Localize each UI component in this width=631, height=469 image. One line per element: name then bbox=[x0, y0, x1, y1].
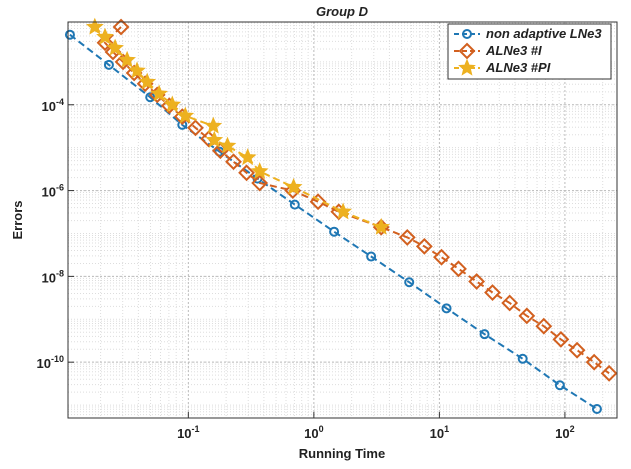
marker bbox=[468, 273, 486, 290]
marker bbox=[329, 226, 340, 237]
marker bbox=[112, 18, 130, 36]
marker bbox=[145, 92, 156, 103]
marker bbox=[284, 177, 303, 195]
marker bbox=[150, 84, 168, 102]
marker bbox=[518, 307, 536, 325]
marker bbox=[458, 42, 476, 60]
marker bbox=[568, 341, 586, 359]
marker bbox=[204, 116, 223, 134]
marker bbox=[289, 199, 300, 210]
marker bbox=[484, 284, 501, 301]
marker bbox=[450, 260, 467, 278]
y-tick-label: 10-10 bbox=[37, 354, 64, 371]
marker bbox=[163, 95, 182, 113]
marker bbox=[585, 353, 603, 371]
marker bbox=[479, 329, 490, 340]
marker bbox=[600, 364, 618, 382]
marker bbox=[176, 106, 195, 124]
marker bbox=[138, 72, 157, 90]
x-tick-label: 102 bbox=[555, 424, 574, 441]
series-line bbox=[69, 33, 598, 410]
marker bbox=[433, 248, 450, 266]
marker bbox=[205, 130, 224, 148]
marker bbox=[238, 164, 255, 182]
marker bbox=[96, 27, 114, 45]
y-tick-label: 10-8 bbox=[42, 268, 64, 285]
plot-frame bbox=[67, 21, 618, 419]
x-tick-label: 100 bbox=[304, 424, 323, 441]
chart-title: Group D bbox=[316, 4, 369, 19]
legend-label: ALNe3 #I bbox=[485, 43, 542, 58]
marker bbox=[372, 217, 391, 235]
y-axis-label: Errors bbox=[10, 200, 25, 239]
marker bbox=[118, 50, 136, 68]
marker bbox=[366, 251, 377, 262]
x-tick-label: 101 bbox=[430, 424, 449, 441]
marker bbox=[535, 317, 553, 335]
marker bbox=[552, 330, 570, 348]
marker bbox=[398, 228, 416, 246]
marker bbox=[103, 59, 114, 70]
marker bbox=[462, 29, 472, 39]
marker bbox=[85, 17, 104, 35]
marker bbox=[415, 237, 433, 255]
legend-label: ALNe3 #PI bbox=[485, 60, 551, 75]
marker bbox=[591, 404, 602, 415]
marker bbox=[251, 174, 269, 192]
legend-box bbox=[447, 23, 612, 80]
marker bbox=[458, 58, 476, 76]
legend-label: non adaptive LNe3 bbox=[486, 26, 602, 41]
marker bbox=[404, 277, 415, 288]
marker bbox=[441, 303, 452, 314]
marker bbox=[218, 136, 237, 154]
marker bbox=[96, 34, 114, 52]
y-tick-label: 10-4 bbox=[42, 97, 64, 114]
marker bbox=[64, 29, 75, 40]
marker bbox=[106, 38, 124, 56]
marker bbox=[187, 119, 204, 137]
legend: non adaptive LNe3 ALNe3 #I ALNe3 #PI bbox=[447, 23, 612, 80]
marks bbox=[64, 17, 618, 415]
x-tick-label: 10-1 bbox=[177, 424, 199, 441]
marker bbox=[250, 162, 269, 179]
marker bbox=[554, 380, 565, 391]
x-axis-label: Running Time bbox=[299, 446, 385, 461]
marker bbox=[225, 153, 242, 171]
marker bbox=[238, 148, 257, 166]
marker bbox=[309, 193, 327, 211]
marker bbox=[128, 61, 146, 79]
y-tick-label: 10-6 bbox=[42, 183, 64, 200]
marker bbox=[334, 202, 352, 220]
marker bbox=[501, 294, 519, 312]
grid bbox=[68, 22, 617, 418]
marker bbox=[517, 353, 528, 364]
